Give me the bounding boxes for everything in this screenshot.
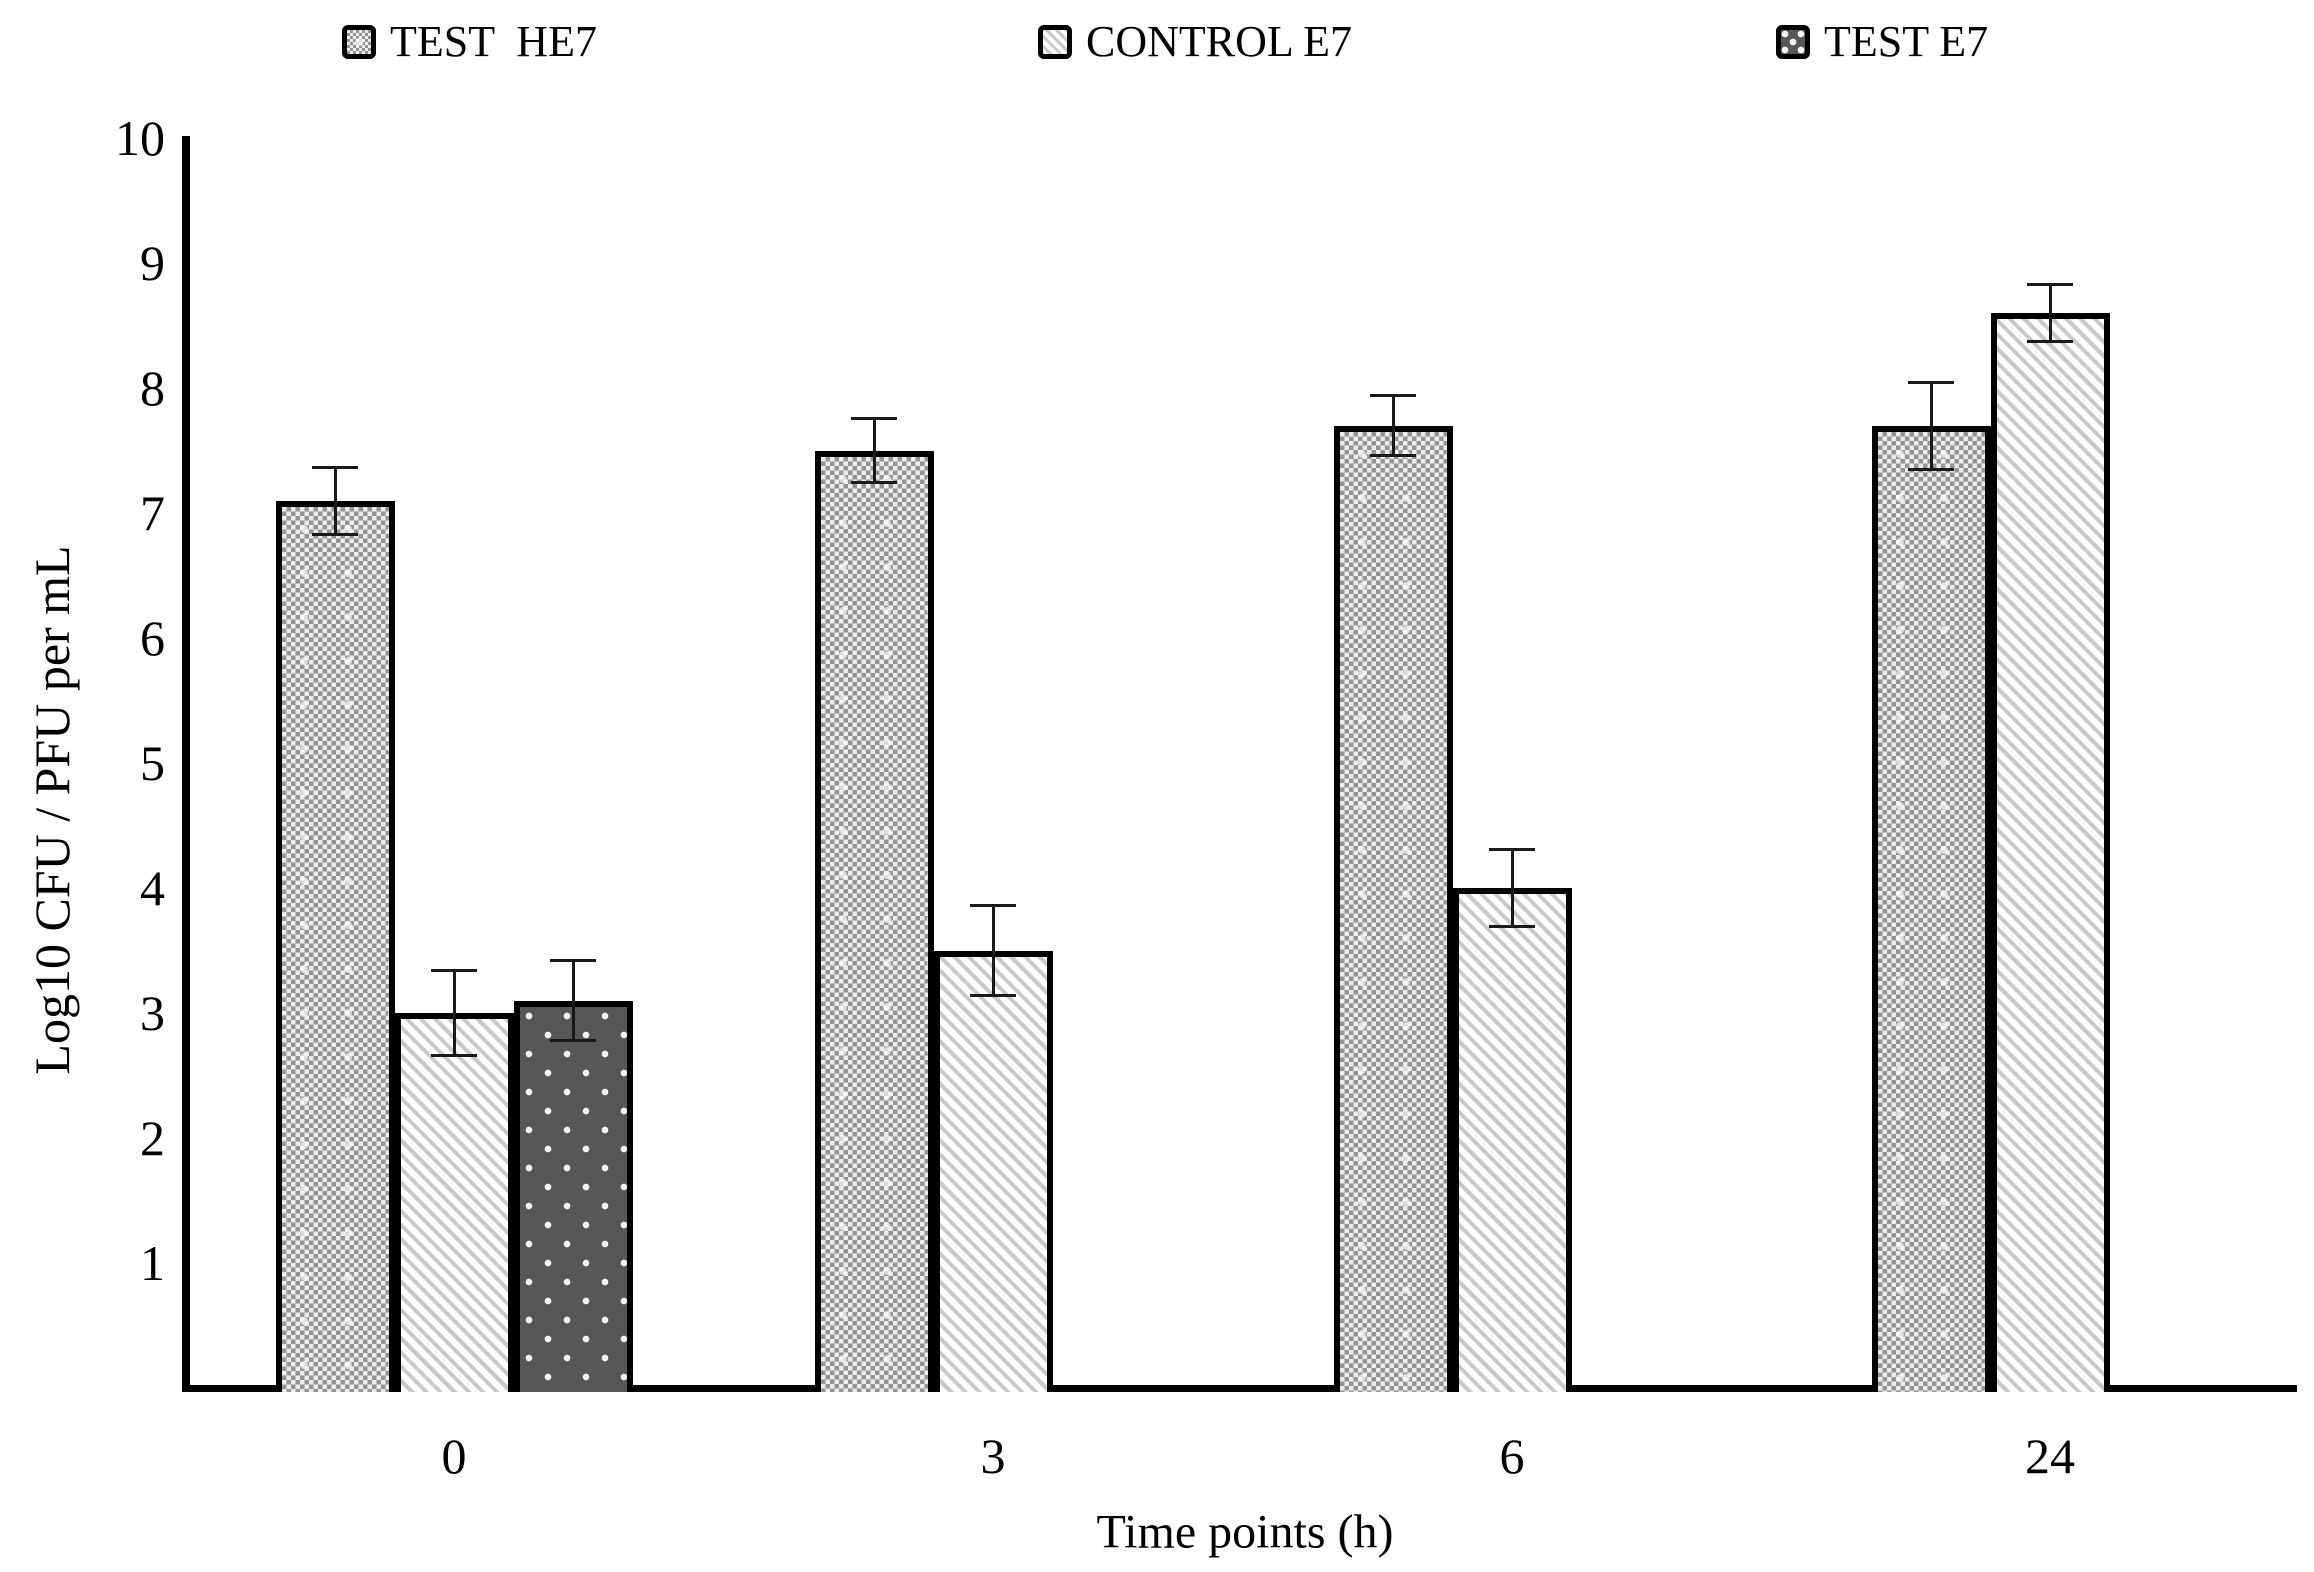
x-tick-label-6: 6 — [1499, 1428, 1525, 1484]
y-tick-label-6: 6 — [140, 610, 165, 666]
x-axis-title: Time points (h) — [1096, 1505, 1394, 1559]
bar-test-he7-t6 — [1333, 425, 1453, 1392]
legend-swatch-control-e7-icon — [1038, 25, 1072, 59]
error-bar-control-e7-t6 — [1489, 848, 1535, 928]
y-tick-label-3: 3 — [140, 985, 165, 1041]
x-tick-label-0: 0 — [441, 1428, 467, 1484]
y-tick-label-9: 9 — [140, 235, 165, 291]
bar-control-e7-t24 — [1990, 313, 2110, 1392]
error-bar-test-he7-t6 — [1370, 394, 1416, 457]
x-axis-line — [182, 1385, 2297, 1392]
y-tick-label-2: 2 — [140, 1110, 165, 1166]
legend-label-test-he7: TEST HE7 — [390, 17, 597, 66]
y-tick-label-7: 7 — [140, 485, 165, 541]
y-tick-label-4: 4 — [140, 860, 165, 916]
bar-test-he7-t0 — [275, 500, 395, 1392]
y-axis-line — [182, 136, 190, 1392]
error-bar-test-he7-t0 — [312, 465, 358, 536]
x-tick-label-24: 24 — [2025, 1428, 2075, 1484]
error-bar-test-he7-t24 — [1908, 380, 1954, 471]
error-bar-control-e7-t0 — [431, 969, 477, 1057]
bar-test-he7-t24 — [1871, 425, 1991, 1392]
error-bar-test-he7-t3 — [851, 416, 897, 485]
legend-swatch-test-he7-icon — [342, 25, 376, 59]
y-tick-label-5: 5 — [140, 735, 165, 791]
legend-swatch-test-e7-icon — [1776, 25, 1810, 59]
bar-test-e7-t0 — [513, 1000, 633, 1392]
error-bar-test-e7-t0 — [550, 959, 596, 1042]
x-tick-label-3: 3 — [980, 1428, 1006, 1484]
legend-item-test-he7: TEST HE7 — [342, 20, 597, 64]
bar-control-e7-t0 — [394, 1013, 514, 1392]
bar-control-e7-t6 — [1452, 888, 1572, 1392]
bar-test-he7-t3 — [814, 450, 934, 1392]
legend-item-control-e7: CONTROL E7 — [1038, 20, 1352, 64]
legend-item-test-e7: TEST E7 — [1776, 20, 1988, 64]
error-bar-control-e7-t24 — [2027, 283, 2073, 343]
legend-label-control-e7: CONTROL E7 — [1086, 17, 1353, 66]
y-tick-label-1: 1 — [140, 1235, 165, 1291]
y-tick-label-10: 10 — [115, 110, 165, 166]
error-bar-control-e7-t3 — [970, 904, 1016, 997]
bar-control-e7-t3 — [933, 950, 1053, 1392]
y-tick-label-8: 8 — [140, 360, 165, 416]
legend-label-test-e7: TEST E7 — [1824, 17, 1989, 66]
